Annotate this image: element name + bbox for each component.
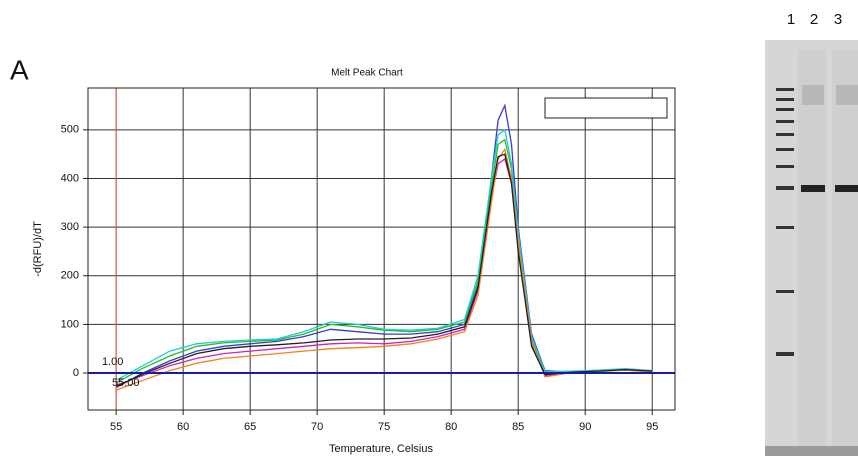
gel-smear: [802, 85, 824, 105]
gel-smear: [836, 85, 858, 105]
y-tick-label: 500: [61, 124, 79, 136]
x-axis-label: Temperature, Celsius: [329, 443, 433, 455]
lane-label: 1: [787, 11, 795, 28]
lane-label: 2: [810, 11, 818, 28]
x-tick-label: 85: [512, 421, 524, 433]
melt-curve: [115, 128, 653, 381]
panel-label: A: [10, 54, 29, 85]
y-tick-label: 400: [61, 172, 79, 184]
x-tick-label: 60: [177, 421, 189, 433]
lane-label: 3: [834, 11, 842, 28]
y-tick-label: 200: [61, 270, 79, 282]
legend-box: [544, 97, 668, 119]
x-tick-label: 75: [378, 421, 390, 433]
chart-title: Melt Peak Chart: [331, 68, 403, 79]
x-tick-label: 95: [646, 421, 658, 433]
x-tick-label: 80: [445, 421, 457, 433]
gel-lane: [832, 50, 858, 450]
y-tick-label: 100: [61, 318, 79, 330]
melt-curve: [115, 153, 653, 388]
y-tick-label: 0: [73, 367, 79, 379]
x-tick-label: 65: [244, 421, 256, 433]
ladder: [776, 88, 794, 356]
plot-area: 55 60 65 70 75 80 85 90 95 0 100 200 300 400 500: [61, 88, 675, 433]
x-tick-label: 55: [110, 421, 122, 433]
gel-band: [801, 185, 825, 192]
plot-frame: [87, 87, 676, 411]
annotation: 55.00: [112, 377, 140, 389]
x-tick-label: 70: [311, 421, 323, 433]
y-axis-label: -d(RFU)/dT: [32, 221, 44, 277]
x-tick-label: 90: [579, 421, 591, 433]
gel-edge: [765, 446, 858, 456]
annotation: 1.00: [102, 356, 123, 368]
y-tick-label: 300: [61, 221, 79, 233]
gel-band: [835, 185, 858, 192]
gel-lane: [798, 50, 826, 450]
